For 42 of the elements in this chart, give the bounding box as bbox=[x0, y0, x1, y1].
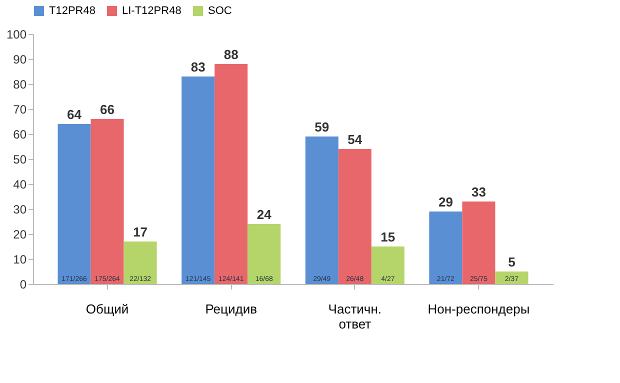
y-tick-label: 30 bbox=[13, 202, 27, 216]
bar bbox=[429, 212, 462, 284]
y-tick-label: 50 bbox=[13, 152, 27, 166]
data-label: 15 bbox=[380, 230, 396, 244]
bar bbox=[248, 224, 281, 284]
data-label: 17 bbox=[133, 224, 148, 240]
bar bbox=[462, 202, 496, 284]
data-label: 24 bbox=[256, 207, 272, 222]
y-tick-label: 90 bbox=[13, 52, 27, 66]
y-tick-label: 60 bbox=[13, 128, 27, 142]
data-label: 59 bbox=[314, 120, 330, 134]
data-label: 88 bbox=[224, 47, 238, 62]
x-tick-label: Нон-респондеры bbox=[428, 302, 530, 316]
bar bbox=[305, 136, 338, 284]
data-label: 66 bbox=[100, 102, 115, 117]
x-tick-label: Частичн. ответ bbox=[328, 302, 382, 332]
y-tick-label: 70 bbox=[13, 102, 27, 116]
bar bbox=[58, 124, 91, 284]
legend-label: SOC bbox=[208, 5, 232, 17]
data-label: 33 bbox=[471, 184, 486, 200]
bar bbox=[338, 149, 372, 284]
y-tick-label: 0 bbox=[20, 278, 27, 292]
y-tick-label: 20 bbox=[13, 228, 27, 242]
legend-label: T12PR48 bbox=[49, 5, 96, 17]
bar bbox=[214, 64, 248, 284]
data-label: 5 bbox=[508, 254, 516, 270]
data-label: 29 bbox=[438, 194, 453, 210]
y-tick-label: 10 bbox=[13, 252, 27, 266]
y-tick-label: 100 bbox=[6, 28, 27, 42]
x-tick-label: Общий bbox=[86, 302, 129, 316]
bar bbox=[182, 76, 215, 284]
legend-label: LI-T12PR48 bbox=[122, 5, 182, 17]
bar bbox=[124, 242, 157, 284]
data-label: 83 bbox=[190, 60, 206, 74]
bar bbox=[495, 272, 528, 284]
data-label: 54 bbox=[348, 132, 363, 147]
data-label: 64 bbox=[67, 107, 82, 122]
y-tick-label: 80 bbox=[13, 78, 27, 92]
x-tick-label: Рецидив bbox=[205, 302, 258, 316]
bar bbox=[90, 119, 124, 284]
y-tick-label: 40 bbox=[13, 178, 27, 192]
bar bbox=[371, 246, 404, 284]
